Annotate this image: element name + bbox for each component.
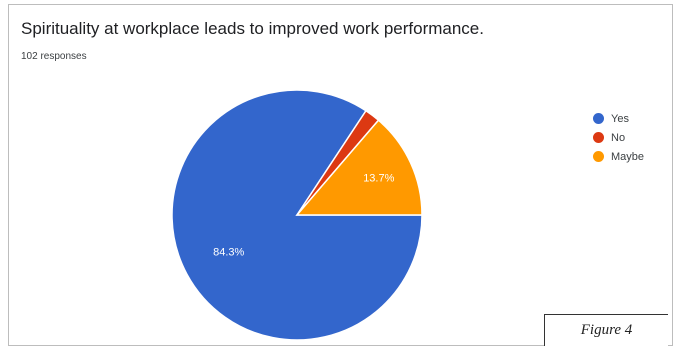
legend-item-yes: Yes bbox=[593, 109, 644, 128]
legend-item-no: No bbox=[593, 128, 644, 147]
legend-item-maybe: Maybe bbox=[593, 147, 644, 166]
pie-chart: 84.3% 13.7% bbox=[171, 89, 423, 341]
pie-slice-yes bbox=[171, 89, 423, 341]
chart-card: Spirituality at workplace leads to impro… bbox=[8, 4, 673, 346]
data-label-maybe: 13.7% bbox=[363, 172, 394, 184]
data-label-yes: 84.3% bbox=[213, 247, 244, 259]
legend-swatch bbox=[593, 113, 604, 124]
chart-title: Spirituality at workplace leads to impro… bbox=[21, 19, 484, 38]
legend-swatch bbox=[593, 132, 604, 143]
legend-label: No bbox=[611, 131, 626, 144]
legend-label: Maybe bbox=[611, 150, 645, 163]
figure-label: Figure 4 bbox=[544, 314, 668, 346]
legend-swatch bbox=[593, 151, 604, 162]
pie-slice-maybe bbox=[295, 119, 423, 216]
response-count: 102 responses bbox=[21, 51, 87, 62]
legend-label: Yes bbox=[611, 112, 629, 125]
chart-legend: Yes No Maybe bbox=[593, 109, 644, 166]
